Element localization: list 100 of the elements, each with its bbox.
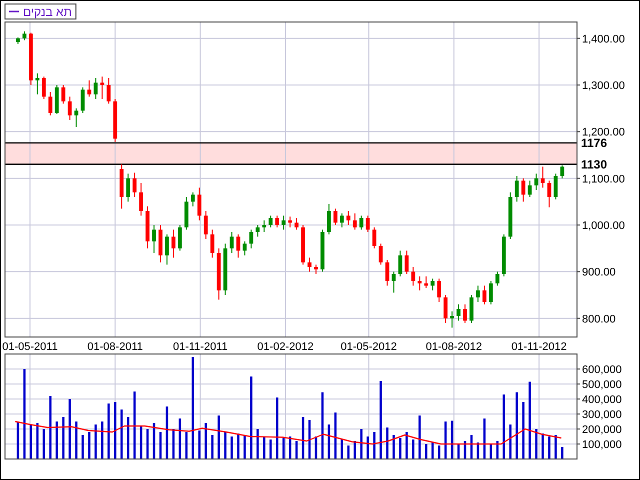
candlestick: [139, 182, 143, 216]
candlestick: [61, 84, 66, 104]
candlestick: [554, 173, 558, 200]
candlestick: [165, 234, 169, 266]
candlestick: [488, 280, 493, 305]
candlestick: [418, 276, 422, 291]
bar: [114, 402, 116, 459]
candlestick: [495, 271, 500, 286]
x-tick-label: 01-02-2012: [257, 341, 314, 353]
candlestick: [282, 215, 286, 230]
bar: [380, 381, 382, 459]
candlestick: [178, 224, 182, 252]
candlestick: [333, 208, 338, 226]
candlestick: [106, 78, 111, 104]
y-tick-label: 900.00: [582, 266, 616, 279]
bar: [360, 429, 362, 459]
bar: [49, 396, 52, 459]
candlestick: [126, 173, 130, 202]
candlestick: [547, 180, 552, 208]
bar: [509, 424, 512, 459]
candlestick: [74, 108, 78, 128]
bar: [399, 438, 402, 459]
candlestick: [346, 210, 350, 226]
candlestick: [80, 86, 85, 114]
bar: [418, 416, 421, 459]
y-tick-label: 300,000: [582, 409, 622, 421]
candlestick: [94, 78, 98, 100]
bar: [548, 436, 550, 459]
bar: [522, 402, 524, 459]
y-tick-label: 800.00: [582, 313, 616, 326]
bar: [62, 417, 64, 459]
candlestick: [352, 212, 357, 230]
bar: [218, 416, 220, 459]
bar: [250, 376, 252, 459]
candlestick: [411, 266, 416, 286]
bar: [224, 432, 226, 459]
bar: [204, 423, 207, 459]
y-tick-label: 1,300.00: [582, 80, 625, 92]
bar: [82, 435, 84, 459]
bar: [68, 399, 71, 459]
bar: [412, 440, 414, 459]
candlestick: [340, 212, 344, 228]
bar: [211, 435, 214, 459]
x-tick-label: 01-08-2011: [87, 341, 143, 353]
candlestick: [42, 76, 46, 100]
bar: [263, 436, 266, 459]
candlestick: [314, 264, 318, 274]
candlestick: [463, 304, 467, 324]
bar: [542, 434, 544, 459]
candlestick: [521, 178, 526, 202]
candlestick: [230, 232, 234, 254]
bar: [108, 404, 110, 459]
bar: [554, 435, 557, 459]
candlestick: [87, 80, 92, 98]
bar: [120, 410, 123, 459]
candlestick: [476, 285, 480, 302]
bar: [373, 432, 376, 459]
bar: [244, 435, 246, 459]
bar: [516, 392, 518, 459]
candlestick: [236, 234, 240, 258]
candlestick: [152, 224, 156, 254]
candlestick: [132, 172, 137, 198]
candlestick: [392, 271, 396, 294]
candlestick: [560, 164, 564, 179]
y-tick-label: 100,000: [582, 439, 622, 451]
candlestick: [256, 224, 260, 238]
candlestick: [359, 215, 364, 230]
candlestick: [514, 176, 519, 202]
x-tick-label: 01-05-2012: [340, 341, 397, 353]
candlestick: [262, 220, 266, 232]
candlestick: [308, 257, 312, 272]
bar: [230, 436, 233, 459]
candlestick: [204, 210, 208, 240]
bar: [535, 429, 538, 459]
candlestick: [268, 215, 273, 228]
bar: [425, 444, 428, 459]
bar: [276, 398, 278, 459]
bar: [366, 436, 369, 459]
y-tick-label: 1,100.00: [582, 173, 625, 186]
y-tick-label: 1,000.00: [582, 220, 625, 232]
candlestick: [327, 204, 331, 235]
bar: [94, 424, 97, 459]
candlestick: [48, 92, 52, 116]
candlestick: [190, 192, 195, 207]
candlestick: [197, 187, 202, 221]
line-series: [14, 420, 562, 445]
bar: [42, 429, 46, 459]
candlestick: [68, 96, 72, 120]
candlestick: [35, 72, 40, 95]
candlestick: [470, 294, 474, 324]
bar: [386, 428, 388, 459]
y-tick-label: 200,000: [582, 424, 622, 436]
candlestick: [172, 229, 176, 258]
bar: [75, 422, 78, 459]
x-tick-label: 01-08-2012: [426, 341, 482, 353]
bar: [392, 435, 395, 459]
candlestick: [372, 226, 376, 249]
bar: [101, 422, 104, 459]
bar: [56, 422, 58, 459]
bar: [406, 432, 408, 459]
